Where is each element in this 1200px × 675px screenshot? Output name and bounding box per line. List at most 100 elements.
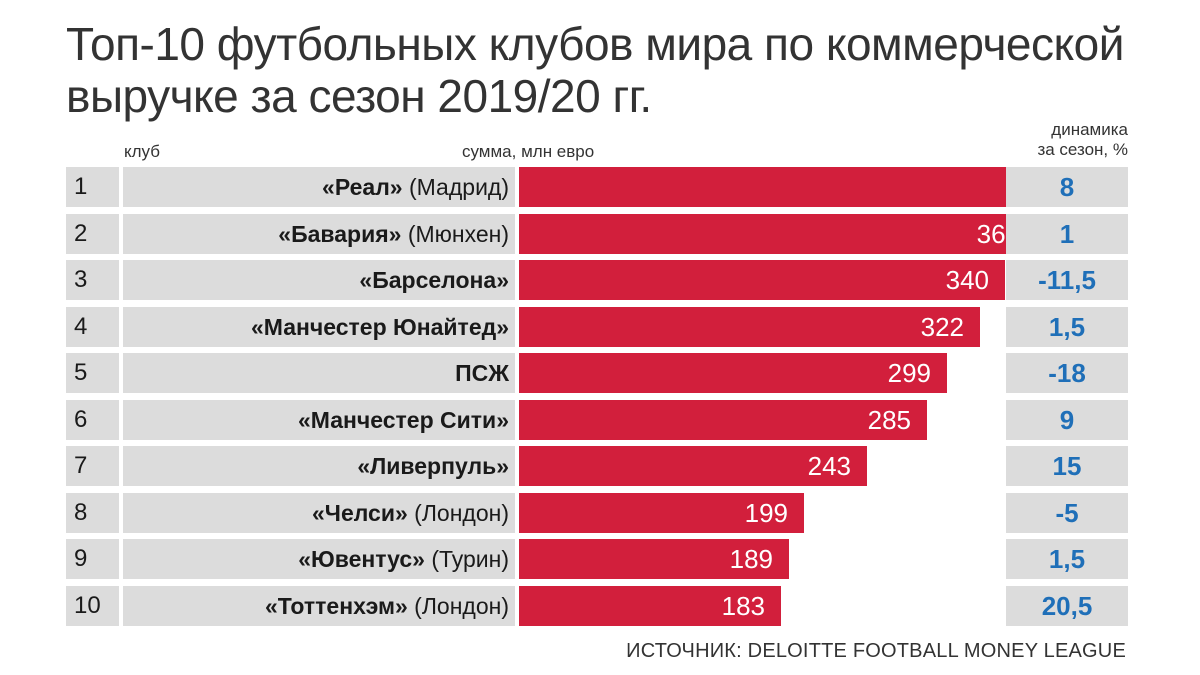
dynamics-value: 15 bbox=[1052, 451, 1082, 481]
bar-area: 340 bbox=[519, 260, 1079, 300]
club-city: (Мюнхен) bbox=[401, 220, 509, 247]
club-label: «Тоттенхэм» (Лондон) bbox=[265, 586, 509, 626]
bar-area: 189 bbox=[519, 539, 1079, 579]
club-cell: «Тоттенхэм» (Лондон) bbox=[123, 585, 515, 626]
dynamics-cell: -5 bbox=[1006, 492, 1128, 533]
dynamics-value: -11,5 bbox=[1038, 265, 1096, 295]
table-row: 10 «Тоттенхэм» (Лондон) 183 20,5 bbox=[66, 585, 1128, 626]
rank-label: 1 bbox=[74, 173, 88, 200]
club-name: «Реал» bbox=[322, 174, 403, 200]
club-city: (Лондон) bbox=[407, 499, 509, 526]
rank-cell: 7 bbox=[66, 446, 119, 486]
column-label-dynamics: динамика за сезон, % bbox=[968, 120, 1128, 160]
club-name: «Челси» bbox=[312, 499, 408, 526]
rank-label: 4 bbox=[74, 312, 88, 340]
bar: 199 bbox=[519, 492, 804, 533]
bar-value-label: 183 bbox=[721, 590, 765, 621]
club-label: «Челси» (Лондон) bbox=[312, 493, 509, 533]
rank-cell: 8 bbox=[66, 492, 119, 533]
club-name: «Ювентус» bbox=[298, 546, 425, 572]
dynamics-cell: 15 bbox=[1006, 446, 1128, 486]
club-cell: ПСЖ bbox=[123, 353, 515, 393]
club-cell: «Манчестер Юнайтед» bbox=[123, 306, 515, 347]
club-cell: «Реал» (Мадрид) bbox=[123, 167, 515, 207]
rank-cell: 2 bbox=[66, 213, 119, 254]
bar: 340 bbox=[519, 260, 1005, 300]
dynamics-cell: -11,5 bbox=[1006, 260, 1128, 300]
club-label: «Реал» (Мадрид) bbox=[322, 167, 509, 207]
club-city: (Турин) bbox=[424, 546, 509, 572]
dynamics-value: 1,5 bbox=[1048, 311, 1086, 342]
table-row: 9 «Ювентус» (Турин) 189 1,5 bbox=[66, 539, 1128, 579]
column-label-club: клуб bbox=[124, 142, 160, 161]
bar: 299 bbox=[519, 353, 947, 393]
rank-label: 6 bbox=[74, 405, 88, 433]
bar: 189 bbox=[519, 539, 789, 579]
table-row: 1«Реал» (Мадрид)3838 bbox=[66, 167, 1128, 207]
rank-cell: 9 bbox=[66, 539, 119, 579]
bar: 361 bbox=[519, 213, 1036, 254]
bar-value-label: 340 bbox=[945, 265, 989, 295]
table-row: 3 «Барселона» 340 -11,5 bbox=[66, 260, 1128, 300]
rank-label: 3 bbox=[74, 266, 88, 293]
rank-label: 10 bbox=[74, 591, 101, 619]
bar-area: 322 bbox=[519, 306, 1079, 347]
bar: 183 bbox=[519, 585, 781, 626]
dynamics-cell: 20,5 bbox=[1006, 585, 1128, 626]
dynamics-value: 9 bbox=[1059, 404, 1075, 435]
table-row: 2 «Бавария» (Мюнхен) 361 1 bbox=[66, 213, 1128, 254]
table-row: 7 «Ливерпуль» 243 15 bbox=[66, 446, 1128, 486]
club-label: «Бавария» (Мюнхен) bbox=[278, 214, 509, 254]
bar-area: 285 bbox=[519, 399, 1079, 440]
dynamics-cell: 1,5 bbox=[1006, 306, 1128, 347]
bar-area: 361 bbox=[519, 213, 1079, 254]
rank-label: 5 bbox=[74, 359, 88, 386]
club-label: ПСЖ bbox=[455, 353, 509, 393]
dynamics-value: 20,5 bbox=[1041, 590, 1093, 621]
dynamics-value: -5 bbox=[1055, 497, 1079, 528]
rank-cell: 4 bbox=[66, 306, 119, 347]
rank-cell: 6 bbox=[66, 399, 119, 440]
club-name: «Манчестер Юнайтед» bbox=[250, 313, 509, 340]
club-cell: «Манчестер Сити» bbox=[123, 399, 515, 440]
bar-value-label: 189 bbox=[729, 544, 773, 574]
club-label: «Ювентус» (Турин) bbox=[298, 539, 509, 579]
bar-area: 383 bbox=[519, 167, 1079, 207]
bar-value-label: 322 bbox=[920, 311, 964, 342]
dynamics-value: -18 bbox=[1048, 358, 1086, 388]
dynamics-value: 8 bbox=[1059, 172, 1075, 202]
dynamics-cell: -18 bbox=[1006, 353, 1128, 393]
table-row: 8 «Челси» (Лондон) 199 -5 bbox=[66, 492, 1128, 533]
club-cell: «Барселона» bbox=[123, 260, 515, 300]
dynamics-cell: 1 bbox=[1006, 213, 1128, 254]
dynamics-value: 1,5 bbox=[1048, 544, 1086, 574]
club-name: «Манчестер Сити» bbox=[298, 406, 509, 433]
club-city: (Лондон) bbox=[407, 592, 509, 619]
club-name: ПСЖ bbox=[455, 360, 509, 386]
rank-cell: 1 bbox=[66, 167, 119, 207]
club-cell: «Бавария» (Мюнхен) bbox=[123, 213, 515, 254]
bar: 322 bbox=[519, 306, 980, 347]
club-cell: «Ювентус» (Турин) bbox=[123, 539, 515, 579]
table-row: 4 «Манчестер Юнайтед» 322 1,5 bbox=[66, 306, 1128, 347]
column-label-sum: сумма, млн евро bbox=[462, 142, 595, 161]
bar: 383 bbox=[519, 167, 1067, 207]
club-cell: «Челси» (Лондон) bbox=[123, 492, 515, 533]
dynamics-value: 1 bbox=[1059, 218, 1075, 249]
club-name: «Барселона» bbox=[359, 267, 509, 293]
bar: 285 bbox=[519, 399, 927, 440]
bar-area: 183 bbox=[519, 585, 1079, 626]
bar-value-label: 243 bbox=[807, 451, 851, 481]
table-row: 6 «Манчестер Сити» 285 9 bbox=[66, 399, 1128, 440]
club-cell: «Ливерпуль» bbox=[123, 446, 515, 486]
club-city: (Мадрид) bbox=[402, 174, 509, 200]
column-label-dynamics-line1: динамика bbox=[1051, 120, 1128, 139]
bar-value-label: 299 bbox=[887, 358, 931, 388]
club-name: «Ливерпуль» bbox=[357, 453, 509, 479]
table-row: 5 ПСЖ 299 -18 bbox=[66, 353, 1128, 393]
club-name: «Бавария» bbox=[278, 220, 402, 247]
dynamics-cell: 8 bbox=[1006, 167, 1128, 207]
chart-title: Топ-10 футбольных клубов мира по коммерч… bbox=[66, 18, 1124, 122]
club-label: «Манчестер Сити» bbox=[298, 400, 509, 440]
bar: 243 bbox=[519, 446, 867, 486]
